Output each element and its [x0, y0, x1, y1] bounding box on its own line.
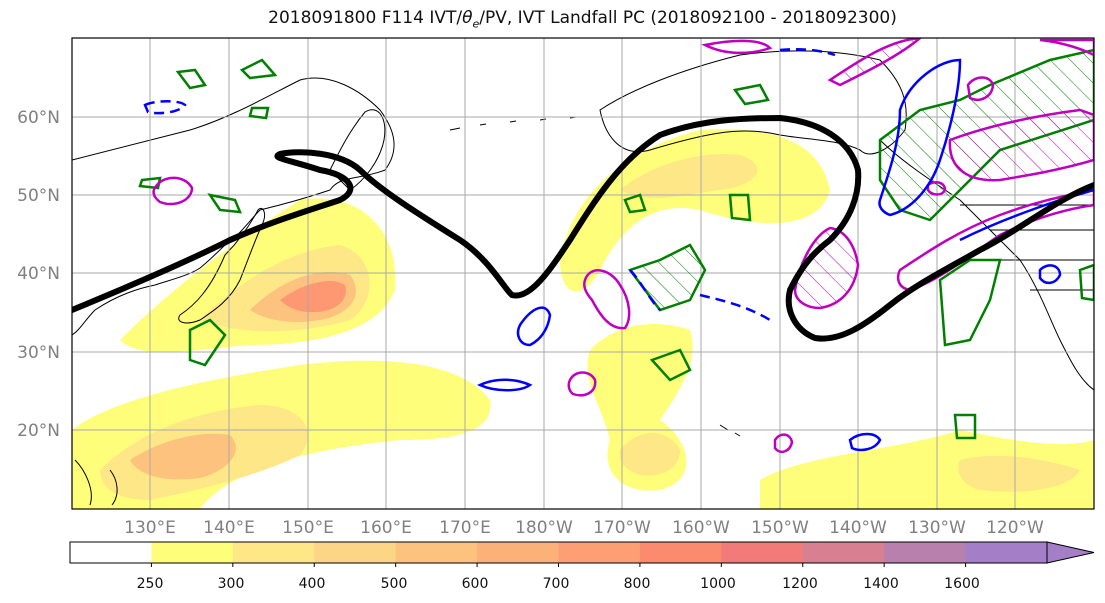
lat-label-30: 30°N — [17, 343, 60, 363]
theta-e-contour-1 — [175, 68, 208, 90]
theta-e-contour-15 — [1078, 263, 1094, 302]
theta-e-contour-11 — [649, 348, 692, 382]
theta-e-contour-5 — [207, 193, 242, 214]
lon-label-150w: 150°W — [751, 518, 809, 538]
colorbar-tick-labels: 250 300 400 500 600 700 800 1000 1200 14… — [137, 576, 980, 592]
lon-label-160w: 160°W — [672, 518, 730, 538]
ivt-region-west-pacific-4 — [280, 280, 346, 313]
state-borders — [990, 229, 1094, 291]
lon-label-150e: 150°E — [282, 518, 334, 538]
pv-hatched-region-1 — [949, 110, 1094, 181]
hawaii-islands — [719, 424, 741, 437]
aleutian-islands — [449, 116, 577, 131]
theta-e-hatched-region-2 — [630, 245, 705, 310]
ivt-region-subtropical-3 — [130, 433, 236, 480]
pv-neg-contour-10 — [779, 47, 836, 57]
colorbar-segment — [151, 542, 234, 563]
philippines-coastline — [74, 459, 118, 506]
colorbar-segment — [639, 542, 722, 563]
pv-neg-contour-2 — [516, 306, 552, 347]
theta-e-contour-6 — [188, 318, 227, 367]
theta-e-contour-2 — [239, 58, 278, 80]
theta-e-contour-7 — [623, 193, 647, 214]
kamchatka-coastline — [329, 109, 386, 191]
pv-hatched-region-3 — [830, 38, 920, 85]
theta-e-contour-14 — [953, 413, 977, 440]
pv-neg-contour-8 — [848, 432, 882, 452]
map-title: 2018091800 F114 IVT/θe/PV, IVT Landfall … — [268, 8, 897, 31]
lat-label-20: 20°N — [17, 421, 60, 441]
colorbar-segment — [884, 542, 967, 563]
lon-label-130w: 130°W — [908, 518, 966, 538]
colorbar-segment — [721, 542, 804, 563]
map-frame — [71, 37, 1095, 510]
lon-label-160e: 160°E — [360, 518, 412, 538]
colorbar — [69, 541, 1095, 567]
colorbar-segment — [395, 542, 478, 563]
pv-contour-3 — [567, 371, 597, 397]
colorbar-extend-arrow — [1046, 541, 1095, 564]
pv-contour-10 — [926, 181, 947, 196]
lon-label-140e: 140°E — [203, 518, 255, 538]
lon-label-170e: 170°E — [439, 518, 491, 538]
colorbar-tick-500: 500 — [381, 576, 408, 592]
ivt-region-central-south-2 — [619, 433, 680, 476]
colorbar-tick-1000: 1000 — [700, 576, 736, 592]
pv-neg-contour-9 — [1038, 264, 1062, 285]
colorbar-tick-1600: 1600 — [944, 576, 980, 592]
pv-neg-contour-1 — [143, 100, 187, 115]
lon-label-140w: 140°W — [829, 518, 887, 538]
colorbar-tick-300: 300 — [218, 576, 245, 592]
pv-hatched-region-2 — [795, 228, 858, 308]
pv-neg-contour-4 — [629, 269, 661, 311]
lat-label-40: 40°N — [17, 264, 60, 284]
latitude-labels: 60°N 50°N 40°N 30°N 20°N — [17, 108, 60, 441]
colorbar-segment — [802, 542, 885, 563]
theta-e-contour-13 — [938, 258, 1002, 347]
pv-contour-1 — [152, 176, 194, 206]
pv-contour-12 — [773, 433, 794, 454]
pv-contour-11 — [1039, 38, 1094, 57]
theta-e-contour-3 — [248, 106, 270, 120]
ivt-region-east-2 — [958, 455, 1080, 492]
longitude-labels: 130°E 140°E 150°E 160°E 170°E 180°W 170°… — [124, 518, 1044, 538]
japan-coastline — [178, 207, 265, 324]
colorbar-segment — [965, 542, 1048, 563]
pv-contour-2 — [583, 269, 631, 330]
lat-label-60: 60°N — [17, 108, 60, 128]
theta-e-contour-9 — [728, 193, 752, 222]
theta-e-contour-8 — [732, 83, 770, 106]
colorbar-tick-1200: 1200 — [782, 576, 818, 592]
lon-label-170w: 170°W — [593, 518, 651, 538]
pv-contour-9 — [966, 76, 995, 102]
colorbar-tick-800: 800 — [624, 576, 651, 592]
ivt-landfall-pc-contour — [72, 114, 1094, 342]
ivt-region-central-north-2 — [620, 154, 758, 198]
lon-label-120w: 120°W — [986, 518, 1044, 538]
pv-neg-contour-6 — [878, 58, 962, 217]
colorbar-tick-250: 250 — [137, 576, 164, 592]
colorbar-segment — [314, 542, 397, 563]
colorbar-segment — [477, 542, 559, 563]
pv-contour-5 — [701, 39, 773, 55]
lon-label-180w: 180°W — [515, 518, 573, 538]
pv-neg-contour-5 — [699, 293, 771, 322]
colorbar-tick-400: 400 — [299, 576, 326, 592]
colorbar-segment — [558, 542, 641, 563]
colorbar-segment — [70, 542, 152, 563]
ivt-region-central-north — [560, 129, 830, 292]
asia-coastline — [72, 77, 395, 336]
colorbar-tick-600: 600 — [462, 576, 489, 592]
pv-neg-contour-3 — [477, 378, 533, 392]
colorbar-segment — [232, 542, 315, 563]
pv-negative-contours — [143, 47, 1094, 452]
colorbar-tick-1400: 1400 — [863, 576, 899, 592]
colorbar-tick-700: 700 — [543, 576, 570, 592]
lat-label-50: 50°N — [17, 186, 60, 206]
theta-e-contour-4 — [138, 176, 162, 190]
lon-label-130e: 130°E — [124, 518, 176, 538]
